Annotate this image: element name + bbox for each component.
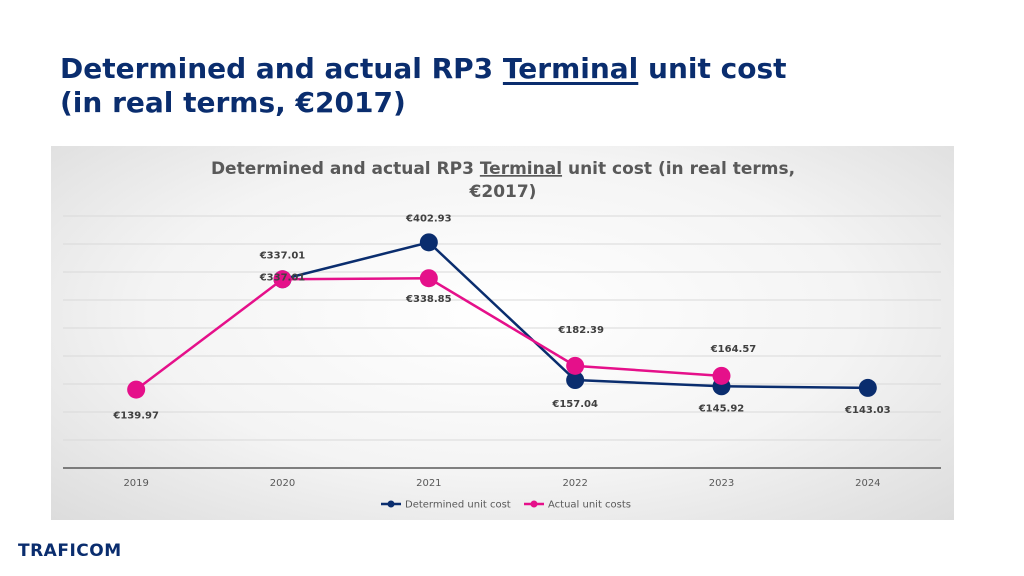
chart-title-line1: Determined and actual RP3 Terminal unit … — [211, 159, 795, 179]
page-title-part: unit cost — [638, 52, 787, 85]
legend-marker — [530, 500, 538, 508]
page-title-part: Determined and actual RP3 — [60, 52, 503, 85]
data-point — [419, 269, 438, 288]
legend-marker — [387, 500, 395, 508]
chart-title-underlined: Terminal — [480, 159, 562, 179]
data-label: €337.01 — [259, 272, 306, 283]
line-chart: Determined and actual RP3 Terminal unit … — [63, 159, 941, 511]
data-point — [127, 380, 146, 399]
x-tick-label: 2020 — [270, 478, 295, 489]
chart-title-part: unit cost (in real terms, — [562, 159, 795, 179]
chart-panel: Determined and actual RP3 Terminal unit … — [51, 146, 954, 520]
data-label: €143.03 — [844, 405, 891, 416]
data-label: €145.92 — [698, 403, 745, 414]
traficom-logo: TRAFICOM — [18, 541, 122, 561]
data-point — [419, 233, 438, 252]
x-tick-label: 2021 — [416, 478, 441, 489]
data-point — [273, 270, 292, 289]
data-point — [858, 378, 877, 397]
data-point — [566, 371, 585, 390]
data-labels: €337.01 €402.93 €157.04 €145.92 €143.03 €139.… — [112, 213, 890, 421]
page-title: Determined and actual RP3 Terminal unit … — [60, 52, 787, 120]
legend-entry: Determined unit cost — [405, 500, 511, 511]
gridlines — [63, 215, 941, 469]
x-tick-label: 2019 — [123, 478, 148, 489]
data-label: €157.04 — [551, 399, 598, 410]
data-label: €182.39 — [557, 325, 604, 336]
data-label: €164.57 — [710, 344, 757, 355]
chart-title-line2: €2017) — [469, 182, 537, 202]
x-tick-label: 2022 — [562, 478, 587, 489]
x-axis-ticks: 2019 2020 2021 2022 2023 2024 — [123, 478, 880, 489]
x-tick-label: 2023 — [709, 478, 734, 489]
chart-title-part: Determined and actual RP3 — [211, 159, 480, 179]
legend-entry: Actual unit costs — [548, 500, 631, 511]
page-title-underlined: Terminal — [502, 52, 639, 85]
data-point — [712, 366, 731, 385]
data-label: €139.97 — [112, 411, 159, 422]
data-label: €402.93 — [405, 213, 452, 224]
data-point — [566, 356, 585, 375]
data-label: €338.85 — [405, 294, 452, 305]
page-title-line2: (in real terms, €2017) — [60, 86, 406, 119]
series-layer — [127, 233, 877, 399]
legend: Determined unit cost Actual unit costs — [381, 500, 631, 511]
data-label: €337.01 — [259, 250, 306, 261]
x-tick-label: 2024 — [855, 478, 880, 489]
